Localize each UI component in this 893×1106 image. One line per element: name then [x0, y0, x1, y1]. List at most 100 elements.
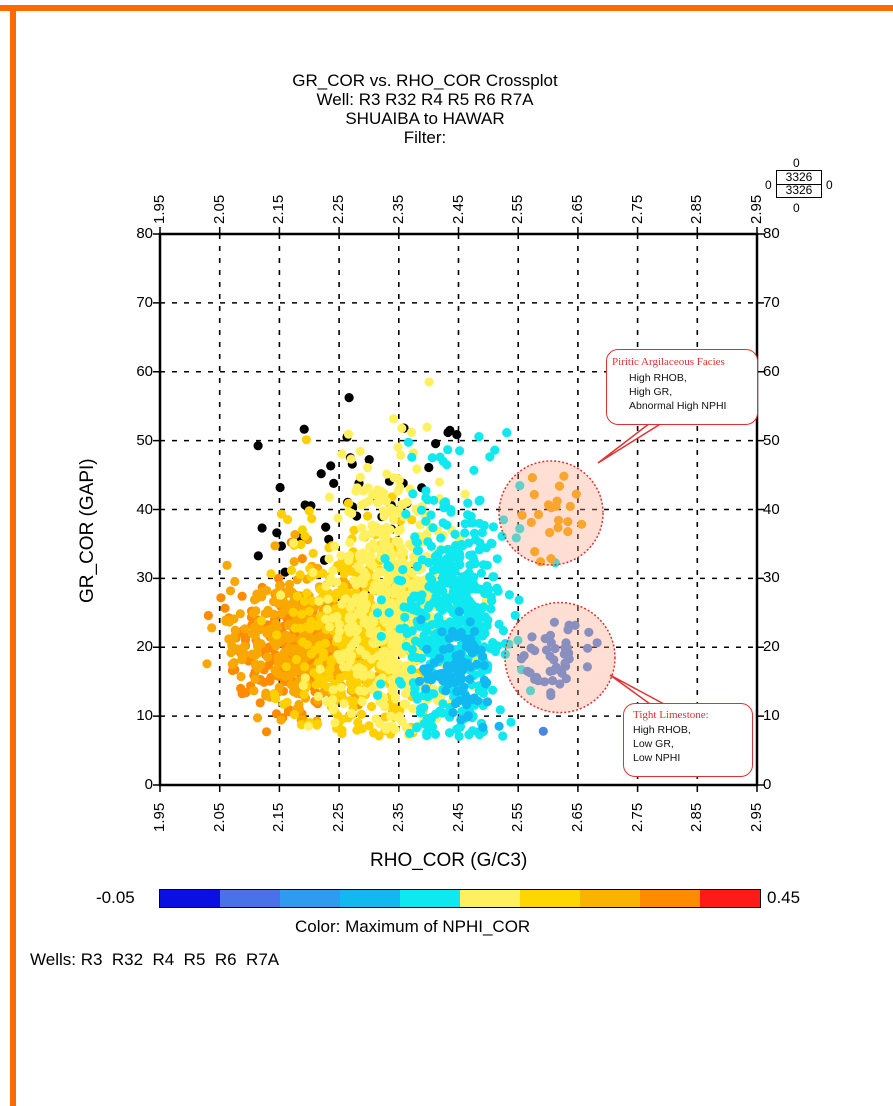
data-point — [477, 527, 487, 538]
annotation-tight-line: Low GR, — [633, 738, 674, 750]
y-tick-label-left: 50 — [136, 431, 153, 449]
data-point — [260, 609, 270, 619]
data-point — [376, 595, 386, 605]
data-point — [455, 669, 465, 679]
data-point — [393, 442, 403, 452]
data-point — [298, 680, 308, 691]
data-point — [452, 430, 462, 440]
data-point — [474, 432, 484, 442]
annotation-tight-lines: High RHOB, Low GR, Low NPHI — [633, 723, 752, 765]
data-point — [355, 446, 365, 456]
data-point — [422, 730, 432, 741]
y-tick-label-left: 70 — [136, 293, 153, 311]
x-tick-label-top: 2.45 — [449, 194, 467, 224]
data-point — [459, 682, 469, 692]
data-point — [270, 541, 280, 551]
data-point — [352, 635, 362, 645]
data-point — [336, 551, 346, 561]
colorbar-segment — [640, 890, 700, 907]
y-tick-label-right: 30 — [763, 569, 780, 587]
colorbar-segment — [460, 890, 520, 907]
chart-subtitle-wells: Well: R3 R32 R4 R5 R6 R7A — [316, 90, 534, 109]
data-point — [563, 527, 573, 537]
data-point — [381, 532, 391, 542]
data-point — [222, 560, 232, 570]
data-point — [421, 684, 431, 694]
data-point — [412, 464, 422, 474]
data-point — [498, 731, 508, 741]
data-point — [303, 721, 313, 731]
y-tick-label-left: 60 — [136, 362, 153, 380]
data-point — [515, 481, 525, 491]
annotation-tight: Tight Limestone: High RHOB, Low GR, Low … — [623, 703, 753, 777]
data-point — [412, 591, 422, 601]
data-point — [269, 689, 279, 699]
y-tick-label-left: 20 — [136, 638, 153, 656]
data-point — [307, 514, 317, 524]
data-point — [280, 672, 290, 682]
data-point — [299, 689, 309, 700]
data-point — [504, 590, 514, 600]
data-point — [300, 531, 310, 541]
data-point — [253, 551, 263, 561]
data-point — [480, 628, 490, 639]
data-point — [482, 678, 492, 688]
data-point — [367, 654, 377, 664]
data-point — [390, 694, 401, 704]
data-point — [252, 713, 263, 723]
data-point — [411, 537, 421, 547]
annotation-tight-line: Low NPHI — [633, 752, 681, 764]
data-point — [324, 492, 334, 502]
data-point — [498, 626, 508, 636]
y-tick-label-right: 40 — [763, 500, 780, 518]
data-point — [381, 496, 391, 506]
data-point — [582, 662, 593, 672]
data-point — [559, 471, 569, 481]
data-point — [354, 663, 364, 673]
data-point — [272, 630, 282, 640]
data-point — [407, 515, 417, 525]
data-point — [229, 633, 239, 643]
data-point — [515, 524, 525, 534]
data-point — [405, 728, 415, 739]
data-point — [328, 685, 338, 695]
data-point — [298, 637, 308, 647]
data-point — [415, 638, 425, 648]
data-point — [229, 658, 239, 668]
data-point — [443, 679, 453, 689]
data-point — [470, 626, 480, 637]
x-tick-label-bottom: 1.95 — [151, 802, 168, 832]
y-tick-label-right: 10 — [763, 707, 780, 725]
data-point — [460, 634, 470, 644]
data-point — [344, 507, 354, 517]
data-point — [467, 600, 477, 610]
count-value-1: 3326 — [776, 170, 822, 185]
data-point — [488, 685, 498, 695]
data-point — [235, 609, 245, 619]
data-point — [359, 590, 369, 600]
data-point — [364, 455, 374, 465]
data-point — [424, 377, 434, 387]
data-point — [454, 606, 464, 617]
data-point — [262, 628, 272, 638]
data-point — [510, 610, 520, 621]
data-point — [359, 574, 369, 584]
data-point — [469, 465, 479, 475]
data-point — [422, 529, 432, 539]
data-point — [443, 544, 453, 555]
data-point — [240, 624, 250, 634]
data-point — [339, 569, 349, 579]
annotation-tight-title: Tight Limestone: — [633, 709, 709, 721]
colorbar-segment — [520, 890, 580, 907]
data-point — [385, 562, 395, 572]
x-tick-label-bottom: 2.35 — [389, 802, 407, 832]
data-point — [388, 600, 398, 610]
data-point — [403, 437, 414, 447]
data-point — [571, 489, 581, 499]
data-point — [438, 645, 449, 655]
data-point — [426, 675, 437, 685]
data-point — [332, 577, 342, 587]
y-tick-label-right: 80 — [763, 225, 780, 242]
data-point — [278, 699, 289, 709]
